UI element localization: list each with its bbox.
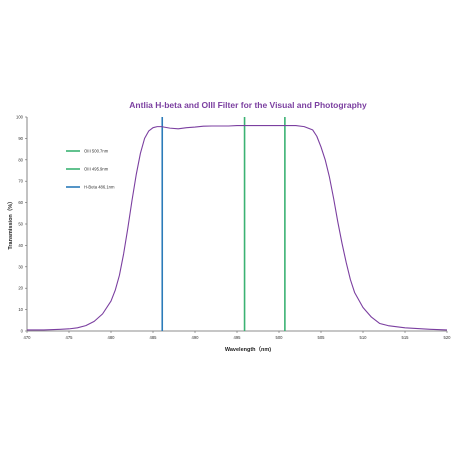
- x-tick-label: 510: [360, 335, 368, 340]
- y-tick-label: 10: [18, 307, 23, 312]
- y-tick-label: 80: [18, 157, 23, 162]
- x-tick-label: 480: [108, 335, 116, 340]
- x-axis-label: Wavelength（nm): [225, 345, 271, 353]
- y-tick-label: 60: [18, 200, 23, 205]
- series-layer: [27, 125, 448, 331]
- x-tick-label: 485: [150, 335, 158, 340]
- chart-title: Antlia H-beta and OIII Filter for the Vi…: [129, 100, 367, 110]
- y-tick-label: 90: [18, 136, 23, 141]
- x-tick-label: 495: [234, 335, 242, 340]
- transmission-curve: [27, 125, 448, 331]
- tick-labels: 470 475 480 485 490 495 500 505 510 515 520 0 10 20 30…: [16, 115, 451, 341]
- legend-label: OIII 500.7nm: [84, 149, 109, 154]
- wavelength-markers: [161, 117, 286, 331]
- x-tick-label: 490: [192, 335, 200, 340]
- y-tick-label: 70: [18, 179, 23, 184]
- legend: OIII 500.7nm OIII 495.9nm H-Beta 486.1nm: [66, 149, 115, 190]
- x-tick-label: 475: [66, 335, 74, 340]
- y-tick-label: 100: [16, 115, 24, 120]
- y-tick-label: 20: [18, 286, 23, 291]
- y-tick-label: 50: [18, 222, 23, 227]
- x-tick-label: 470: [24, 335, 32, 340]
- legend-label: OIII 495.9nm: [84, 167, 109, 172]
- x-tick-label: 500: [276, 335, 284, 340]
- legend-label: H-Beta 486.1nm: [84, 185, 115, 190]
- y-tick-label: 0: [21, 329, 24, 334]
- x-tick-label: 505: [318, 335, 326, 340]
- y-tick-label: 40: [18, 243, 23, 248]
- x-tick-label: 520: [444, 335, 452, 340]
- y-tick-label: 30: [18, 264, 23, 269]
- y-axis-label: Transmission（%）: [6, 198, 14, 249]
- x-tick-label: 515: [402, 335, 410, 340]
